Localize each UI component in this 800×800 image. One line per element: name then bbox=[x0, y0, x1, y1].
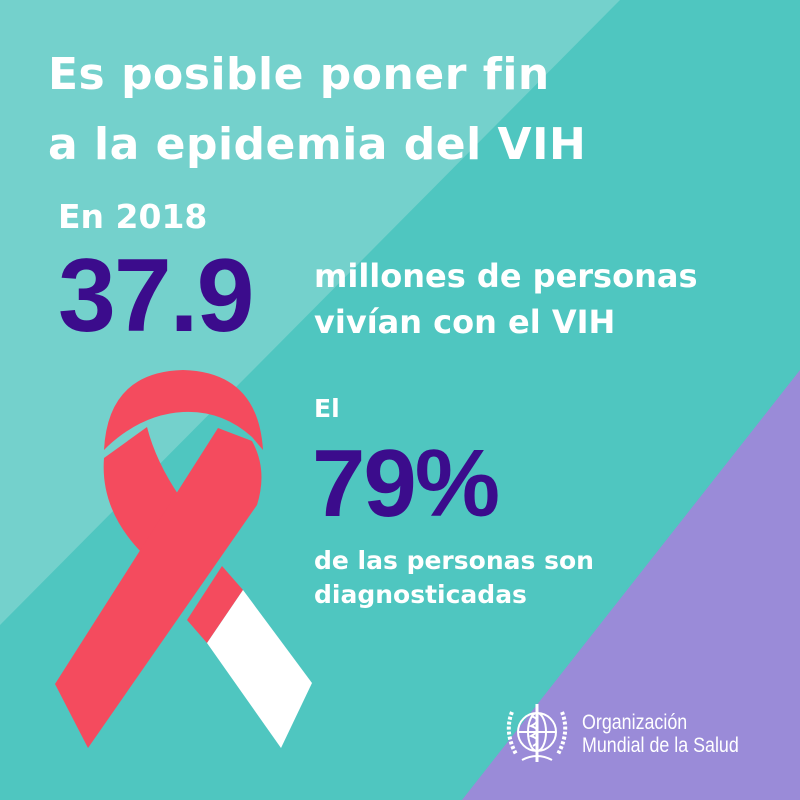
who-emblem-icon bbox=[506, 704, 568, 762]
logo-line-1: Organización bbox=[582, 711, 688, 734]
stat1-intro: En 2018 bbox=[58, 197, 208, 236]
who-logo: Organización Mundial de la Salud bbox=[500, 700, 766, 768]
stat2-desc-line-2: diagnosticadas bbox=[314, 580, 527, 609]
headline-line-1: Es posible poner fin bbox=[48, 49, 550, 100]
awareness-ribbon-icon bbox=[55, 370, 312, 748]
stat2-desc-line-1: de las personas son bbox=[314, 546, 594, 575]
stat1-value: 37.9 bbox=[58, 238, 254, 354]
headline-line-2: a la epidemia del VIH bbox=[48, 119, 587, 170]
stat1-desc-line-1: millones de personas bbox=[314, 257, 698, 295]
stat2-value: 79% bbox=[312, 430, 500, 537]
purple-corner bbox=[462, 370, 800, 800]
stat1-desc-line-2: vivían con el VIH bbox=[314, 303, 616, 341]
logo-line-2: Mundial de la Salud bbox=[582, 734, 739, 757]
stat2-intro: El bbox=[314, 394, 340, 423]
